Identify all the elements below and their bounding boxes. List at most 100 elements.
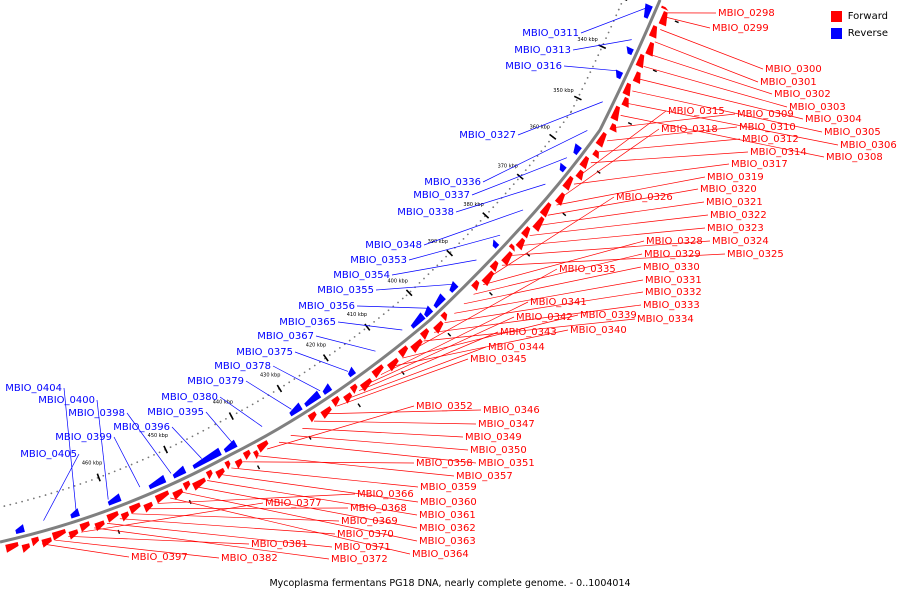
gene-label: MBIO_0365 [279,317,336,328]
scale-dot [219,420,222,423]
scale-dot [108,472,110,475]
leader-line [573,163,730,185]
reverse-gene [615,69,624,80]
scale-dot [597,54,600,57]
scale-dot [418,281,421,284]
forward-gene [320,406,332,419]
reverse-gene [15,524,25,535]
forward-gene [621,96,629,108]
leader-line [598,138,741,153]
scale-dot [32,497,35,500]
leader-line [455,183,546,213]
leader-line [423,318,636,342]
scale-dot [555,131,558,133]
scale-dot [508,187,511,190]
scale-dot [293,378,296,380]
scale-dot [272,391,275,393]
scale-dot [573,104,575,107]
scale-dot [175,443,177,446]
scale-dot [348,339,351,342]
leader-line [145,507,349,510]
leader-line [582,110,667,174]
gene-label: MBIO_0333 [643,300,700,311]
forward-gene [387,357,399,372]
scale-dot [397,301,399,304]
forward-gene [632,71,641,84]
gene-label: MBIO_0324 [712,236,769,247]
scale-dot [119,468,122,471]
forward-gene [307,411,317,423]
gene-label: MBIO_0397 [131,552,188,563]
tick-label: 410 kbp [347,312,367,318]
scale-dot [186,438,188,441]
leader-line [580,7,646,34]
genome-backbone [0,0,662,544]
gene-label: MBIO_0319 [707,172,764,183]
forward-gene [592,149,599,160]
forward-gene [501,251,513,266]
gene-label: MBIO_0348 [365,240,422,251]
gene-label: MBIO_0362 [419,523,476,534]
leader-line [626,102,839,146]
scale-dot [308,368,311,370]
gene-label: MBIO_0346 [483,405,540,416]
forward-gene [410,338,423,353]
leader-line [157,493,356,504]
scale-dot [440,260,443,262]
scale-dot [578,93,581,96]
gene-label: MBIO_0332 [645,287,702,298]
leader-line [563,65,618,72]
reverse-gene [347,366,357,378]
gene-label: MBIO_0356 [298,301,355,312]
scale-dot [338,346,341,349]
leader-line [106,523,333,548]
gene-label: MBIO_0404 [5,383,62,394]
gene-label: MBIO_0339 [580,310,637,321]
scale-dot [9,503,12,506]
reverse-swatch [830,28,842,39]
scale-dot [262,397,265,400]
scale-dot [559,126,561,129]
gene-label: MBIO_0360 [420,497,477,508]
leader-line [94,527,330,560]
gene-labels: MBIO_0298MBIO_0299MBIO_0300MBIO_0301MBIO… [5,8,897,565]
forward-gene [68,529,79,540]
leader-line [369,316,515,384]
tick-label: 350 kbp [553,88,573,94]
reverse-gene [643,3,653,19]
scale-dot [427,273,430,276]
leader-line [347,346,487,399]
forward-gene [242,449,251,461]
scale-dot [56,490,59,493]
reverse-gene [322,383,333,395]
tick-mark [482,212,490,219]
reverse-gene [433,293,446,309]
scale-dot [570,110,573,113]
gene-label: MBIO_0355 [317,285,374,296]
leader-line [336,358,469,407]
scale-dot [125,465,127,468]
leader-line [337,321,403,331]
forward-gene [120,511,130,522]
forward-gene [371,364,384,379]
scale-dot [44,494,47,496]
leader-line [380,301,529,375]
scale-dot [298,374,301,377]
tick-mark [276,384,283,393]
scale-dot [516,178,519,181]
leader-line [119,518,336,535]
scale-dot [436,264,439,267]
leader-line [665,16,711,29]
legend: Forward Reverse [830,8,888,42]
scale-dot [246,406,249,409]
leader-line [572,39,632,51]
gene-label: MBIO_0340 [570,325,627,336]
scale-dot [102,474,105,477]
leader-line [547,188,699,216]
forward-swatch [830,11,842,22]
leader-line [375,283,453,291]
scale-dot [313,364,316,367]
scale-dot [540,150,543,153]
leader-line [402,314,579,359]
